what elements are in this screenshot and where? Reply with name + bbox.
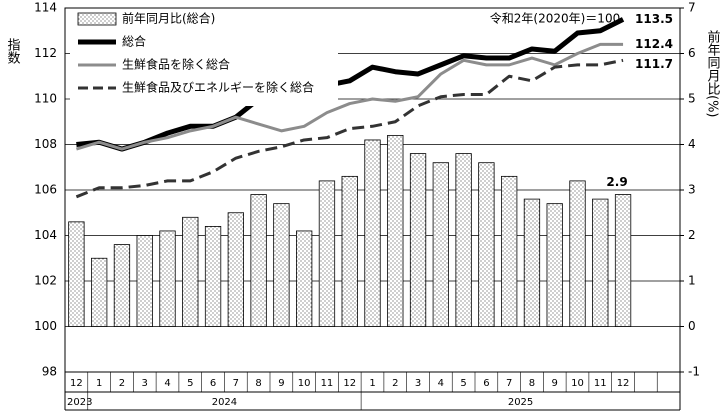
x-tick-label: 3 <box>415 378 421 389</box>
bar <box>68 221 85 327</box>
year-label: 2025 <box>508 397 533 408</box>
x-tick-label: 5 <box>187 378 193 389</box>
x-tick-label: 9 <box>278 378 284 389</box>
x-tick-label: 1 <box>96 378 102 389</box>
line <box>75 58 624 199</box>
x-tick-label: 12 <box>343 378 356 389</box>
y2-axis-label: 前年同月比(%) <box>705 29 721 117</box>
plot-frame <box>64 7 681 373</box>
bar <box>546 203 563 327</box>
line <box>76 17 625 152</box>
bar <box>113 244 131 327</box>
bar <box>387 134 404 327</box>
bar <box>409 153 427 327</box>
y2-tick-label: 6 <box>688 46 696 60</box>
x-tick-label: 5 <box>460 378 466 389</box>
x-tick-label: 4 <box>164 378 170 389</box>
bar <box>364 139 381 327</box>
data-label: 112.4 <box>635 37 673 51</box>
bar <box>455 153 472 327</box>
x-tick-label: 2 <box>119 378 125 389</box>
year-label: 2024 <box>212 397 237 408</box>
legend-label: 総合 <box>122 34 146 49</box>
data-label: 113.5 <box>635 12 673 26</box>
y2-tick-label: 2 <box>688 228 696 242</box>
x-tick-label: 12 <box>617 378 630 389</box>
x-tick-label: 8 <box>255 378 261 389</box>
line <box>75 42 624 151</box>
y2-tick-label: 7 <box>688 1 696 15</box>
bar <box>478 162 495 327</box>
x-tick-label: 6 <box>483 378 489 389</box>
bar <box>614 194 632 327</box>
x-tick-label: 8 <box>529 378 535 389</box>
x-tick-label: 11 <box>594 378 607 389</box>
bar <box>250 194 267 327</box>
x-tick-label: 6 <box>210 378 216 389</box>
bar <box>432 162 449 327</box>
y2-tick-label: 0 <box>688 319 696 333</box>
y-tick-label: 112 <box>34 46 57 60</box>
x-tick-label: 4 <box>438 378 444 389</box>
bar <box>523 198 541 327</box>
bar <box>136 235 153 327</box>
bar <box>227 212 244 327</box>
bar <box>296 230 313 327</box>
x-tick-label: 2 <box>392 378 398 389</box>
x-tick-label: 9 <box>552 378 558 389</box>
bar <box>91 257 108 327</box>
legend-label: 生鮮食品及びエネルギーを除く総合 <box>122 80 314 95</box>
y2-tick-label: 5 <box>688 92 696 106</box>
y-axis-label: 指数 <box>5 38 21 64</box>
x-tick-label: 7 <box>506 378 512 389</box>
data-label: 111.7 <box>635 57 673 71</box>
bar <box>318 180 336 327</box>
y2-tick-label: -1 <box>688 365 700 379</box>
bar <box>273 203 290 327</box>
bar <box>501 175 518 327</box>
x-tick-label: 3 <box>142 378 148 389</box>
legend-box <box>70 10 338 106</box>
x-tick-label: 11 <box>321 378 334 389</box>
x-tick-label: 1 <box>369 378 375 389</box>
y2-tick-label: 1 <box>688 274 696 288</box>
legend-swatch <box>77 12 117 26</box>
x-tick-label: 10 <box>571 378 584 389</box>
y-tick-label: 108 <box>34 137 57 151</box>
y-tick-label: 114 <box>34 1 57 15</box>
x-tick-label: 7 <box>233 378 239 389</box>
y-tick-label: 98 <box>42 365 57 379</box>
bar <box>592 198 609 327</box>
legend-label: 前年同月比(総合) <box>122 11 215 26</box>
y-tick-label: 102 <box>34 274 57 288</box>
y-tick-label: 110 <box>34 92 57 106</box>
y-tick-label: 104 <box>34 228 57 242</box>
y-tick-label: 106 <box>34 183 57 197</box>
legend-label: 生鮮食品を除く総合 <box>122 57 230 72</box>
bar <box>341 175 358 327</box>
year-label: 2023 <box>67 397 92 408</box>
x-tick-label: 12 <box>70 378 83 389</box>
y-tick-label: 100 <box>34 319 57 333</box>
data-label: 2.9 <box>606 175 627 189</box>
bar <box>569 180 586 327</box>
y2-tick-label: 4 <box>688 137 696 151</box>
annotation: 令和2年(2020年)＝100 <box>490 11 620 26</box>
y2-tick-label: 3 <box>688 183 696 197</box>
bar <box>182 216 199 327</box>
x-tick-label: 10 <box>298 378 311 389</box>
bar <box>204 225 222 327</box>
bar <box>159 230 176 327</box>
